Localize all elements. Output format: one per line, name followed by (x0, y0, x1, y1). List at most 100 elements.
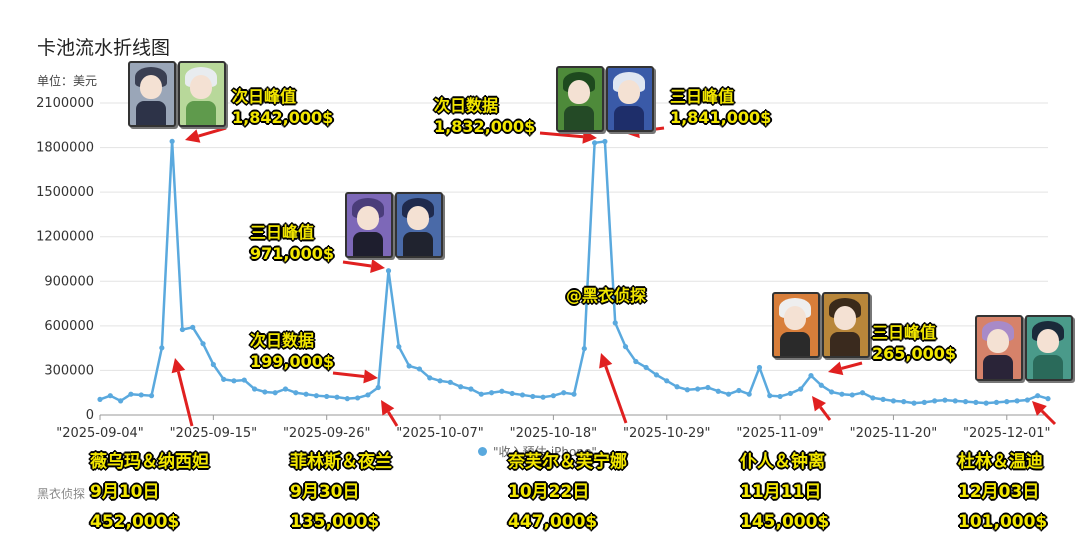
data-point (499, 388, 505, 394)
data-point (818, 382, 824, 388)
data-point (118, 398, 124, 404)
annotation-line: 三日峰值 (872, 323, 937, 342)
character-portrait (606, 66, 654, 132)
data-point (478, 391, 484, 397)
data-point (437, 378, 443, 384)
data-point (561, 390, 567, 396)
data-point (725, 391, 732, 397)
data-point (859, 390, 866, 396)
x-tick-label: "2025-11-20" (850, 426, 938, 441)
data-point (375, 384, 381, 391)
chart-title: 卡池流水折线图 (37, 37, 171, 59)
annotation-line: 199,000$ (250, 352, 335, 371)
annotation-arrow (381, 400, 399, 427)
data-point (787, 390, 793, 397)
y-tick-label: 300000 (44, 363, 94, 378)
data-point (334, 394, 340, 400)
data-point (653, 372, 660, 378)
annotation-peak-4: 三日峰值 265,000$ (872, 322, 956, 364)
banner-label-4: 仆人＆钟离 11月11日 145,000$ (740, 447, 829, 537)
banner-characters: 杜林＆温迪 (958, 452, 1043, 472)
data-point (128, 391, 134, 397)
character-portrait (395, 192, 443, 258)
banner-characters: 仆人＆钟离 (740, 452, 825, 472)
banner-date: 11月11日 (740, 482, 822, 502)
annotation-line: 次日峰值 (232, 87, 297, 106)
data-point (97, 396, 103, 402)
data-point (540, 394, 546, 400)
banner-revenue: 135,000$ (290, 512, 380, 532)
data-point (674, 384, 680, 390)
annotation-line: 次日数据 (434, 96, 499, 115)
annotation-arrow (539, 129, 597, 144)
data-point (695, 386, 701, 392)
data-point (169, 138, 175, 144)
data-point (890, 398, 897, 404)
data-point (622, 344, 629, 350)
annotation-arrow (171, 358, 194, 427)
data-point (458, 384, 464, 390)
data-point (365, 392, 371, 398)
banner-revenue: 447,000$ (508, 512, 598, 532)
data-point (756, 364, 763, 371)
character-portrait (345, 192, 393, 258)
data-point (355, 395, 361, 401)
annotation-peak-2: 三日峰值 971,000$ (250, 222, 334, 264)
data-point (643, 364, 649, 371)
data-point (488, 390, 495, 396)
data-point (870, 395, 876, 401)
chart-legend[interactable]: "收入预估-iPhone" (478, 443, 597, 460)
character-portrait (1025, 315, 1073, 381)
data-point (962, 399, 969, 405)
banner-label-1: 薇乌玛＆纳西妲 9月10日 452,000$ (90, 447, 209, 537)
banner-label-2: 菲林斯＆夜兰 9月30日 135,000$ (290, 447, 392, 537)
banner-revenue: 452,000$ (90, 512, 180, 532)
banner-date: 12月03日 (958, 482, 1040, 502)
data-point (396, 344, 402, 350)
data-point (664, 378, 670, 384)
portrait-pair-2 (345, 192, 443, 258)
data-point (468, 386, 474, 392)
y-tick-label: 2100000 (36, 96, 94, 111)
data-point (1045, 396, 1051, 402)
annotation-signature: @黑衣侦探 (566, 285, 646, 306)
data-point (942, 397, 948, 403)
data-point (416, 366, 423, 372)
annotation-peak-1: 次日峰值 1,842,000$ (232, 86, 333, 128)
data-point (808, 373, 814, 379)
annotation-line: 971,000$ (250, 244, 335, 263)
data-point (148, 393, 155, 399)
data-point (983, 400, 989, 406)
data-point (736, 387, 742, 394)
banner-characters: 奈芙尔＆芙宁娜 (508, 452, 627, 472)
data-point (921, 399, 927, 405)
data-point (262, 389, 268, 395)
data-point (1004, 399, 1010, 405)
data-point (592, 140, 598, 146)
data-point (767, 393, 773, 399)
data-point (251, 386, 258, 392)
x-tick-label: "2025-10-18" (510, 426, 598, 441)
x-tick-label: "2025-09-15" (170, 426, 258, 441)
x-tick-label: "2025-12-01" (963, 426, 1051, 441)
data-point (581, 345, 587, 352)
character-portrait (975, 315, 1023, 381)
annotation-next-day-2: 次日数据 1,832,000$ (434, 95, 535, 137)
data-point (602, 138, 608, 145)
watermark-text: 黑衣侦探 (37, 487, 86, 501)
data-point (952, 398, 958, 404)
data-point (777, 393, 783, 400)
data-point (241, 377, 247, 383)
data-point (612, 320, 618, 326)
data-point (705, 384, 711, 391)
data-point (107, 393, 113, 399)
annotation-line: @黑衣侦探 (566, 286, 647, 305)
data-point (231, 378, 237, 384)
annotation-line: 三日峰值 (670, 87, 735, 106)
unit-label: 单位：美元 (37, 74, 98, 88)
data-point (282, 386, 289, 392)
banner-characters: 菲林斯＆夜兰 (290, 452, 392, 472)
banner-date: 10月22日 (508, 482, 590, 502)
data-point (427, 375, 433, 381)
